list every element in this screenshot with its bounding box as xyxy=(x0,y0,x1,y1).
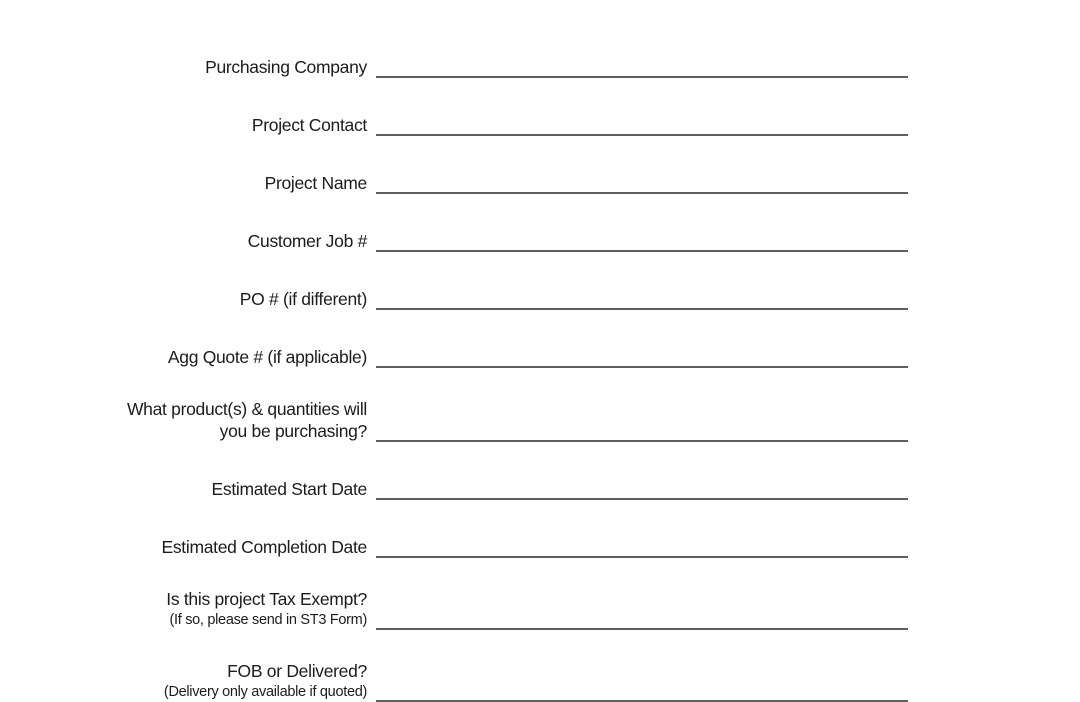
form-row: Estimated Completion Date xyxy=(0,530,1080,558)
form-row: Project Name xyxy=(0,166,1080,194)
agg-quote-number-field[interactable] xyxy=(376,340,908,368)
products-quantities-label-line2: you be purchasing? xyxy=(219,421,368,441)
fob-delivered-label: FOB or Delivered? xyxy=(227,661,367,681)
form-row: Estimated Start Date xyxy=(0,472,1080,500)
form-row: PO # (if different) xyxy=(0,282,1080,310)
products-quantities-field[interactable] xyxy=(376,414,908,442)
customer-job-number-label: Customer Job # xyxy=(247,231,368,251)
project-contact-field[interactable] xyxy=(376,108,908,136)
fob-delivered-field[interactable] xyxy=(376,674,908,702)
project-contact-label: Project Contact xyxy=(251,115,367,135)
estimated-start-date-field[interactable] xyxy=(376,472,908,500)
products-quantities-label-line1: What product(s) & quantities will xyxy=(126,399,367,419)
tax-exempt-hint: (If so, please send in ST3 Form) xyxy=(169,612,367,628)
project-name-label: Project Name xyxy=(264,173,368,193)
estimated-completion-date-field[interactable] xyxy=(376,530,908,558)
form-row: What product(s) & quantities will you be… xyxy=(0,398,1080,442)
tax-exempt-label: Is this project Tax Exempt? xyxy=(166,589,367,609)
estimated-start-date-label: Estimated Start Date xyxy=(211,479,368,499)
po-number-label: PO # (if different) xyxy=(239,289,368,309)
estimated-completion-date-label: Estimated Completion Date xyxy=(161,537,367,557)
form-row: Customer Job # xyxy=(0,224,1080,252)
purchasing-company-label: Purchasing Company xyxy=(205,57,367,77)
form-row: Is this project Tax Exempt? (If so, plea… xyxy=(0,588,1080,630)
form-row: Project Contact xyxy=(0,108,1080,136)
project-name-field[interactable] xyxy=(376,166,908,194)
agg-quote-number-label: Agg Quote # (if applicable) xyxy=(167,347,367,367)
form-row: FOB or Delivered? (Delivery only availab… xyxy=(0,660,1080,702)
tax-exempt-field[interactable] xyxy=(376,602,908,630)
po-number-field[interactable] xyxy=(376,282,908,310)
customer-job-number-field[interactable] xyxy=(376,224,908,252)
purchasing-company-field[interactable] xyxy=(376,50,908,78)
form-row: Purchasing Company xyxy=(0,50,1080,78)
form-row: Agg Quote # (if applicable) xyxy=(0,340,1080,368)
fob-delivered-hint: (Delivery only available if quoted) xyxy=(163,684,367,700)
